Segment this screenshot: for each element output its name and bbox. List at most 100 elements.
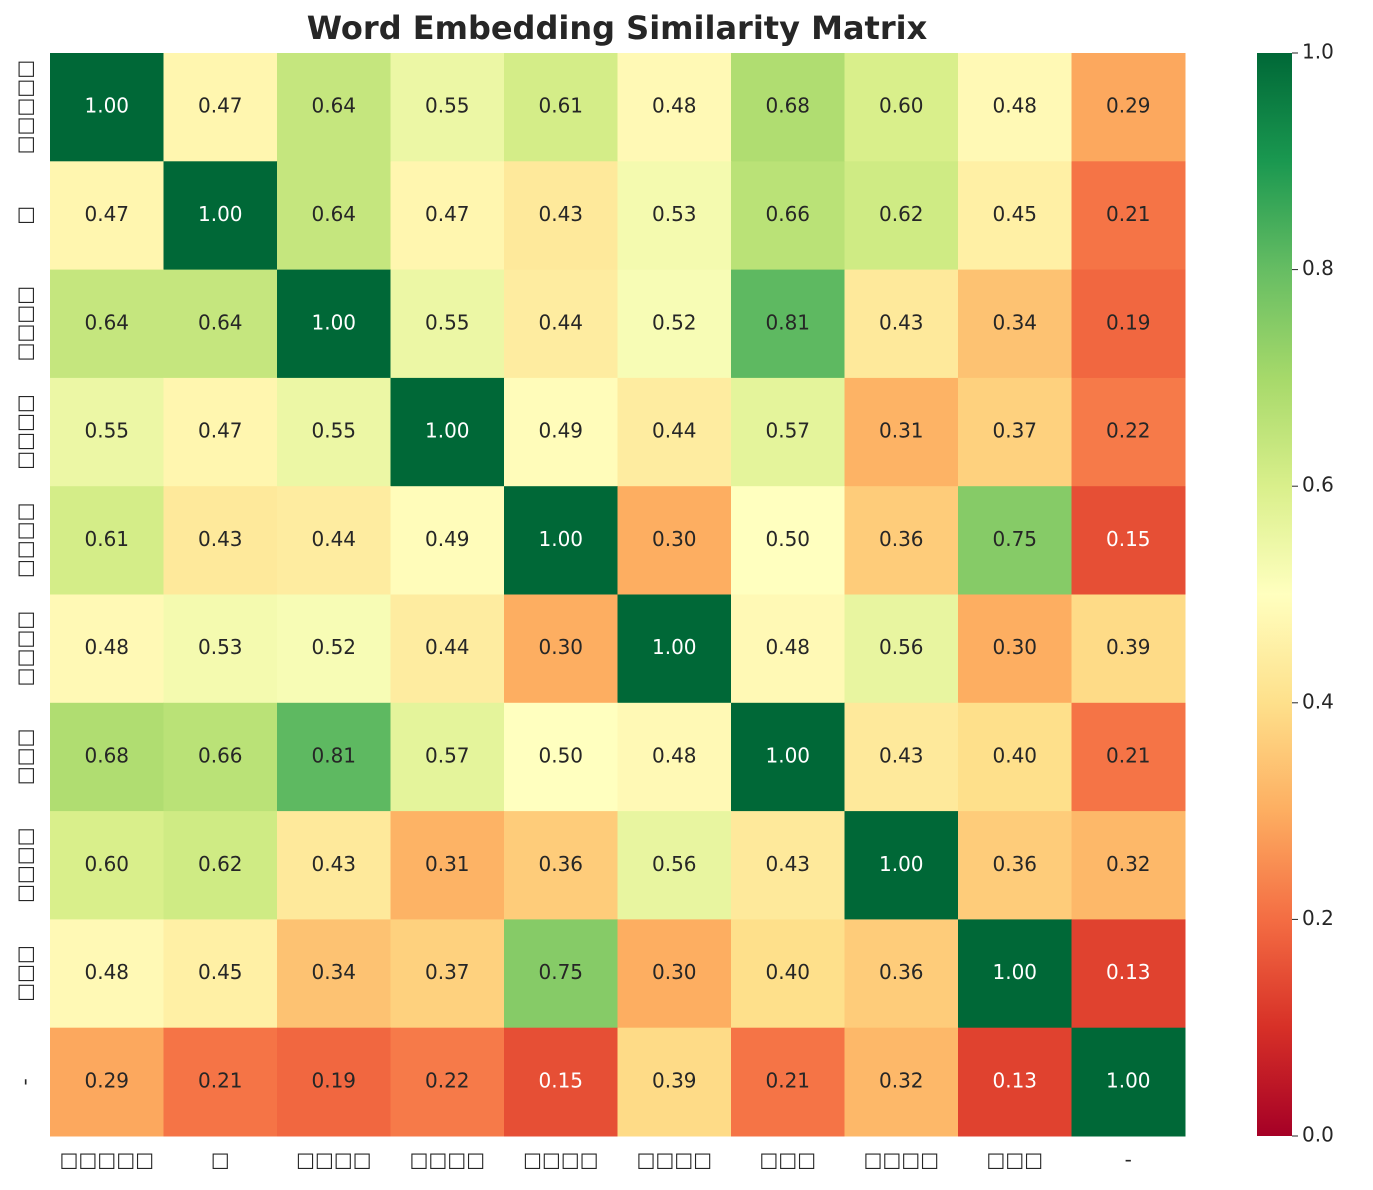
cell-label: 0.31 <box>879 419 924 443</box>
x-tick-label: □□□ <box>986 1148 1043 1172</box>
cell-label: 0.15 <box>1106 527 1151 551</box>
cell-label: 0.48 <box>652 743 697 767</box>
heatmap-cell <box>504 919 618 1029</box>
x-tick-label: □□□□ <box>636 1148 712 1172</box>
cell-label: 0.81 <box>311 743 356 767</box>
cell-label: 0.64 <box>198 310 243 334</box>
heatmap-cell <box>617 377 732 487</box>
heatmap-cell <box>958 919 1072 1029</box>
heatmap-cell <box>617 702 732 812</box>
heatmap-cell <box>504 486 618 595</box>
cell-label: 0.48 <box>652 94 697 118</box>
cell-label: 0.21 <box>198 1068 243 1092</box>
cell-label: 0.30 <box>538 635 583 659</box>
cell-label: 0.22 <box>425 1068 470 1092</box>
heatmap-cell <box>277 486 391 595</box>
x-tick-label: □□□□ <box>409 1148 485 1172</box>
heatmap-cell <box>844 269 959 379</box>
heatmap-cell <box>731 377 845 487</box>
cell-label: 0.55 <box>425 94 470 118</box>
heatmap-cell <box>504 1027 618 1137</box>
cell-label: 1.00 <box>311 310 356 334</box>
cell-label: 1.00 <box>992 960 1037 984</box>
heatmap-cell <box>390 919 505 1029</box>
x-tick-label: □□□□□ <box>60 1148 154 1172</box>
cell-label: 0.43 <box>311 852 356 876</box>
cell-label: 0.48 <box>84 635 129 659</box>
colorbar <box>1257 53 1292 1136</box>
heatmap-cell <box>844 811 959 920</box>
heatmap-cell <box>731 53 845 162</box>
cell-label: 0.39 <box>652 1068 697 1092</box>
heatmap-cell <box>163 811 278 920</box>
cell-label: 0.44 <box>538 310 583 334</box>
cell-label: 0.75 <box>992 527 1037 551</box>
y-tick-label: □□□□ <box>13 503 37 579</box>
cell-label: 0.37 <box>992 419 1037 443</box>
heatmap-cell <box>731 594 845 704</box>
cell-label: 0.30 <box>992 635 1037 659</box>
heatmap-cell <box>163 269 278 379</box>
cell-label: 0.39 <box>1106 635 1151 659</box>
cell-label: 0.49 <box>538 419 583 443</box>
heatmap-cell <box>50 53 164 162</box>
heatmap-cell <box>504 53 618 162</box>
x-tick-label: □□□□ <box>296 1148 372 1172</box>
cell-label: 0.57 <box>765 419 810 443</box>
cell-label: 0.45 <box>992 202 1037 226</box>
cell-label: 0.45 <box>198 960 243 984</box>
cell-label: 0.47 <box>198 419 243 443</box>
heatmap-cell <box>617 161 732 271</box>
colorbar-tick-label: 1.0 <box>1302 40 1334 64</box>
heatmap-cell <box>958 53 1072 162</box>
heatmap-cell <box>390 811 505 920</box>
cell-label: 0.34 <box>992 310 1037 334</box>
heatmap-cell <box>390 702 505 812</box>
cell-label: 0.47 <box>425 202 470 226</box>
heatmap-cell <box>844 1027 959 1137</box>
heatmap-cell <box>958 161 1072 271</box>
cell-label: 0.55 <box>425 310 470 334</box>
y-tick-label: □□□ <box>13 729 37 786</box>
heatmap-cell <box>731 702 845 812</box>
heatmap-cell <box>50 161 164 271</box>
cell-label: 0.36 <box>879 960 924 984</box>
cell-label: 1.00 <box>879 852 924 876</box>
heatmap-cell <box>617 53 732 162</box>
x-tick-label: □□□ <box>759 1148 816 1172</box>
heatmap-cell <box>617 594 732 704</box>
cell-label: 0.66 <box>765 202 810 226</box>
cell-label: 0.60 <box>879 94 924 118</box>
heatmap-cell <box>617 1027 732 1137</box>
cell-label: 0.81 <box>765 310 810 334</box>
heatmap-cell <box>1071 594 1186 704</box>
heatmap-cell <box>50 811 164 920</box>
cell-label: 0.36 <box>879 527 924 551</box>
heatmap-cell <box>844 161 959 271</box>
heatmap-cell <box>163 702 278 812</box>
heatmap-cell <box>504 594 618 704</box>
heatmap-cell <box>50 594 164 704</box>
cell-label: 1.00 <box>84 94 129 118</box>
cell-label: 0.55 <box>311 419 356 443</box>
cell-label: 0.61 <box>538 94 583 118</box>
heatmap-cell <box>731 919 845 1029</box>
cell-label: 0.48 <box>84 960 129 984</box>
heatmap-cell <box>504 161 618 271</box>
cell-label: 0.40 <box>765 960 810 984</box>
heatmap-cell <box>1071 919 1186 1029</box>
heatmap-cell <box>958 377 1072 487</box>
y-tick-label: □□□□ <box>13 611 37 687</box>
cell-label: 1.00 <box>652 635 697 659</box>
cell-label: 0.44 <box>652 419 697 443</box>
cell-label: 0.43 <box>879 310 924 334</box>
cell-label: 0.29 <box>1106 94 1151 118</box>
heatmap-cell <box>1071 269 1186 379</box>
heatmap-cell <box>617 919 732 1029</box>
heatmap-cell <box>958 702 1072 812</box>
heatmap-cell <box>731 811 845 920</box>
heatmap-cell <box>277 811 391 920</box>
heatmap-cell <box>163 594 278 704</box>
cell-label: 0.30 <box>652 527 697 551</box>
heatmap-cell <box>390 269 505 379</box>
